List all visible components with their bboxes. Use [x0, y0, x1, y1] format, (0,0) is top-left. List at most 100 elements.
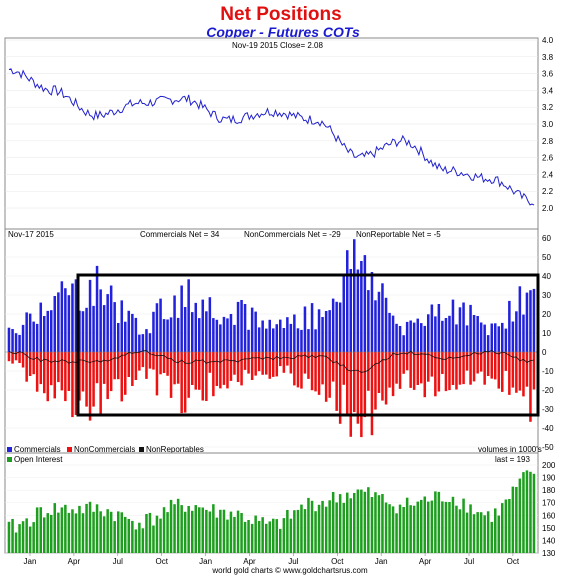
commercials-bar [180, 285, 183, 352]
commercials-bar [169, 317, 173, 352]
commercials-bar [409, 320, 412, 352]
noncommercials-bar [226, 352, 229, 389]
commercials-bar [257, 327, 261, 352]
open-interest-bar [7, 521, 11, 553]
commercials-bar [81, 311, 85, 352]
open-interest-bar [173, 504, 176, 553]
commercials-bar [353, 239, 356, 352]
noncommercials-bar [257, 352, 261, 372]
noncommercials-bar [430, 352, 434, 377]
x-month-label: Jul [464, 557, 474, 566]
price-panel-frame [4, 37, 539, 230]
noncommercials-bar [504, 352, 508, 371]
x-month-label: Apr [419, 557, 432, 566]
commercials-bar [289, 323, 293, 352]
x-month-label: Apr [68, 557, 81, 566]
noncommercials-bar [518, 352, 522, 391]
units-note: volumes in 1000's [478, 445, 542, 454]
noncommercials-bar [420, 352, 423, 384]
open-interest-bar [398, 504, 402, 553]
open-interest-bar [215, 517, 219, 553]
commercials-bar [152, 311, 155, 352]
commercials-bar [356, 269, 360, 352]
commercials-bar [448, 315, 451, 352]
chart-subtitle: Copper - Futures COTs [206, 24, 360, 40]
open-interest-bar [472, 514, 476, 553]
commercials-bar [117, 323, 120, 352]
commercials-bar [120, 300, 124, 352]
noncommercials-bar [53, 352, 57, 399]
price-ytick-label: 4.0 [542, 36, 554, 45]
commercials-bar [363, 255, 367, 352]
x-month-label: Jul [288, 557, 298, 566]
legend-open-interest: Open Interest [14, 455, 63, 464]
commercials-bar [215, 319, 219, 352]
x-month-label: Jan [24, 557, 37, 566]
net-ytick-label: 50 [542, 253, 551, 262]
open-interest-bar [117, 511, 120, 553]
noncommercials-bar [120, 352, 124, 402]
commercials-bar [444, 318, 448, 352]
open-interest-bar [434, 491, 437, 553]
price-ytick-label: 3.6 [542, 70, 554, 79]
open-interest-bar [127, 519, 131, 553]
commercials-bar [113, 302, 116, 352]
commercials-bar [286, 317, 289, 352]
commercials-bar [95, 265, 99, 352]
price-ytick-label: 3.2 [542, 103, 554, 112]
x-month-label: Jul [113, 557, 123, 566]
noncommercials-bar [88, 352, 92, 421]
commercials-bar [64, 288, 67, 352]
open-interest-bar [377, 495, 381, 553]
open-interest-bar [226, 519, 229, 553]
noncommercials-bar [458, 352, 462, 385]
commercials-bar [398, 326, 402, 352]
noncommercials-bar [148, 352, 152, 369]
commercials-bar [124, 321, 127, 352]
open-interest-bar [35, 507, 39, 553]
noncommercials-bar [201, 352, 205, 401]
noncommercials-bar [486, 352, 490, 376]
commercials-bar [247, 329, 250, 352]
commercials-bar [265, 328, 268, 352]
noncommercials-bar [455, 352, 458, 390]
noncommercials-bar [222, 352, 226, 385]
open-interest-bar [261, 517, 264, 553]
commercials-bar [479, 322, 483, 352]
commercials-bar [296, 328, 300, 352]
open-interest-bar [64, 504, 67, 553]
net-ytick-label: 60 [542, 234, 551, 243]
commercials-bar [391, 315, 395, 352]
price-ytick-label: 3.4 [542, 86, 554, 95]
noncommercials-bar [25, 352, 28, 382]
open-interest-bar [395, 513, 398, 553]
open-interest-bar [430, 500, 434, 553]
oi-ytick-label: 170 [542, 499, 556, 508]
noncommercials-bar [490, 352, 494, 379]
commercials-bar [412, 322, 416, 352]
open-interest-bar [515, 487, 518, 553]
open-interest-bar [476, 512, 479, 553]
net-positions-panel: Nov-17 2015 Commercials Net = 34 NonComm… [4, 228, 554, 454]
noncommercials-bar [497, 352, 501, 389]
x-month-label: Oct [155, 557, 168, 566]
open-interest-bar [381, 494, 384, 553]
open-interest-bar [508, 499, 511, 553]
open-interest-bar [479, 512, 483, 553]
x-month-label: Jan [199, 557, 212, 566]
noncommercials-bar [268, 352, 272, 379]
commercials-bar [360, 261, 363, 352]
noncommercials-bar [205, 352, 208, 401]
noncommercials-bar [67, 352, 71, 391]
commercials-bar [490, 323, 494, 352]
oi-ytick-label: 160 [542, 511, 556, 520]
commercials-bar [476, 316, 479, 352]
commercials-bar [43, 316, 46, 352]
noncommercials-bar [102, 352, 106, 384]
open-interest-bar [141, 528, 145, 553]
net-date-label: Nov-17 2015 [8, 230, 54, 239]
commercials-net-label: Commercials Net = 34 [140, 230, 220, 239]
commercials-bar [205, 311, 208, 352]
commercials-bar [532, 288, 536, 352]
commercials-bar [18, 334, 21, 352]
